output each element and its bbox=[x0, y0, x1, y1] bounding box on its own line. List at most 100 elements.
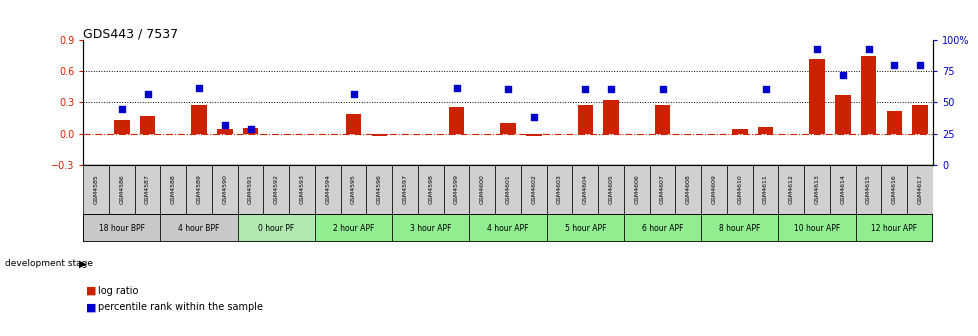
Text: ■: ■ bbox=[86, 302, 97, 312]
Text: 12 hour APF: 12 hour APF bbox=[870, 224, 916, 233]
Bar bbox=[114, 120, 129, 133]
Text: 0 hour PF: 0 hour PF bbox=[258, 224, 294, 233]
Bar bbox=[315, 214, 392, 242]
Text: GSM4605: GSM4605 bbox=[608, 175, 613, 204]
Point bbox=[911, 62, 927, 68]
Bar bbox=[160, 165, 186, 214]
Point bbox=[886, 62, 902, 68]
Bar bbox=[602, 100, 618, 133]
Point bbox=[113, 106, 129, 111]
Bar bbox=[546, 214, 623, 242]
Point bbox=[217, 122, 233, 128]
Bar bbox=[732, 129, 747, 133]
Text: 4 hour BPF: 4 hour BPF bbox=[178, 224, 219, 233]
Text: GSM4617: GSM4617 bbox=[916, 174, 921, 204]
Bar bbox=[700, 214, 778, 242]
Point bbox=[834, 73, 850, 78]
Text: GSM4613: GSM4613 bbox=[814, 174, 819, 204]
Point bbox=[500, 86, 515, 91]
Bar bbox=[263, 165, 289, 214]
Bar bbox=[83, 165, 109, 214]
Bar bbox=[443, 165, 469, 214]
Bar bbox=[217, 129, 233, 133]
Text: GSM4596: GSM4596 bbox=[377, 174, 381, 204]
Bar bbox=[315, 165, 340, 214]
Text: 10 hour APF: 10 hour APF bbox=[793, 224, 839, 233]
Text: GSM4590: GSM4590 bbox=[222, 174, 227, 204]
Text: GSM4603: GSM4603 bbox=[556, 174, 561, 204]
Text: GSM4615: GSM4615 bbox=[866, 175, 870, 204]
Text: GSM4609: GSM4609 bbox=[711, 174, 716, 204]
Text: GSM4588: GSM4588 bbox=[171, 175, 176, 204]
Bar bbox=[212, 165, 238, 214]
Bar bbox=[778, 165, 803, 214]
Bar bbox=[243, 128, 258, 133]
Text: GSM4598: GSM4598 bbox=[428, 174, 433, 204]
Bar bbox=[392, 214, 469, 242]
Text: GDS443 / 7537: GDS443 / 7537 bbox=[83, 27, 178, 40]
Text: GSM4595: GSM4595 bbox=[351, 174, 356, 204]
Text: GSM4607: GSM4607 bbox=[659, 174, 664, 204]
Bar bbox=[675, 165, 700, 214]
Text: ■: ■ bbox=[86, 286, 97, 296]
Bar bbox=[500, 123, 515, 133]
Bar bbox=[186, 165, 212, 214]
Text: GSM4597: GSM4597 bbox=[402, 174, 407, 204]
Text: ▶: ▶ bbox=[79, 259, 87, 269]
Text: GSM4614: GSM4614 bbox=[839, 174, 844, 204]
Bar bbox=[829, 165, 855, 214]
Bar bbox=[752, 165, 778, 214]
Text: GSM4593: GSM4593 bbox=[299, 174, 304, 204]
Text: GSM4587: GSM4587 bbox=[145, 174, 150, 204]
Bar bbox=[907, 165, 932, 214]
Bar bbox=[238, 165, 263, 214]
Bar bbox=[809, 59, 824, 133]
Bar bbox=[546, 165, 572, 214]
Point bbox=[140, 91, 156, 96]
Bar bbox=[135, 165, 160, 214]
Text: GSM4611: GSM4611 bbox=[762, 175, 768, 204]
Bar bbox=[886, 111, 901, 133]
Bar bbox=[778, 214, 855, 242]
Point bbox=[243, 126, 258, 131]
Bar bbox=[572, 165, 598, 214]
Text: log ratio: log ratio bbox=[98, 286, 138, 296]
Bar bbox=[623, 165, 649, 214]
Point bbox=[809, 46, 824, 52]
Text: GSM4608: GSM4608 bbox=[686, 175, 690, 204]
Text: GSM4592: GSM4592 bbox=[274, 174, 279, 204]
Text: 5 hour APF: 5 hour APF bbox=[564, 224, 605, 233]
Text: GSM4600: GSM4600 bbox=[479, 175, 484, 204]
Text: GSM4586: GSM4586 bbox=[119, 175, 124, 204]
Bar bbox=[525, 133, 541, 136]
Text: GSM4606: GSM4606 bbox=[634, 175, 639, 204]
Text: GSM4589: GSM4589 bbox=[197, 174, 201, 204]
Bar bbox=[803, 165, 829, 214]
Bar bbox=[757, 127, 773, 133]
Bar bbox=[911, 104, 927, 133]
Bar bbox=[700, 165, 727, 214]
Point bbox=[345, 91, 361, 96]
Point bbox=[654, 86, 670, 91]
Text: GSM4585: GSM4585 bbox=[94, 175, 99, 204]
Text: GSM4610: GSM4610 bbox=[736, 175, 741, 204]
Text: 6 hour APF: 6 hour APF bbox=[642, 224, 683, 233]
Point bbox=[525, 115, 541, 120]
Bar bbox=[577, 104, 593, 133]
Bar bbox=[855, 165, 880, 214]
Text: 18 hour BPF: 18 hour BPF bbox=[99, 224, 145, 233]
Text: GSM4599: GSM4599 bbox=[454, 174, 459, 204]
Bar bbox=[340, 165, 366, 214]
Bar bbox=[289, 165, 315, 214]
Text: GSM4594: GSM4594 bbox=[325, 174, 330, 204]
Text: development stage: development stage bbox=[5, 259, 93, 268]
Text: 3 hour APF: 3 hour APF bbox=[410, 224, 451, 233]
Bar bbox=[372, 133, 386, 136]
Point bbox=[191, 85, 206, 90]
Bar bbox=[495, 165, 520, 214]
Bar bbox=[520, 165, 546, 214]
Bar bbox=[623, 214, 700, 242]
Text: 4 hour APF: 4 hour APF bbox=[487, 224, 528, 233]
Text: 2 hour APF: 2 hour APF bbox=[333, 224, 374, 233]
Text: GSM4591: GSM4591 bbox=[247, 174, 253, 204]
